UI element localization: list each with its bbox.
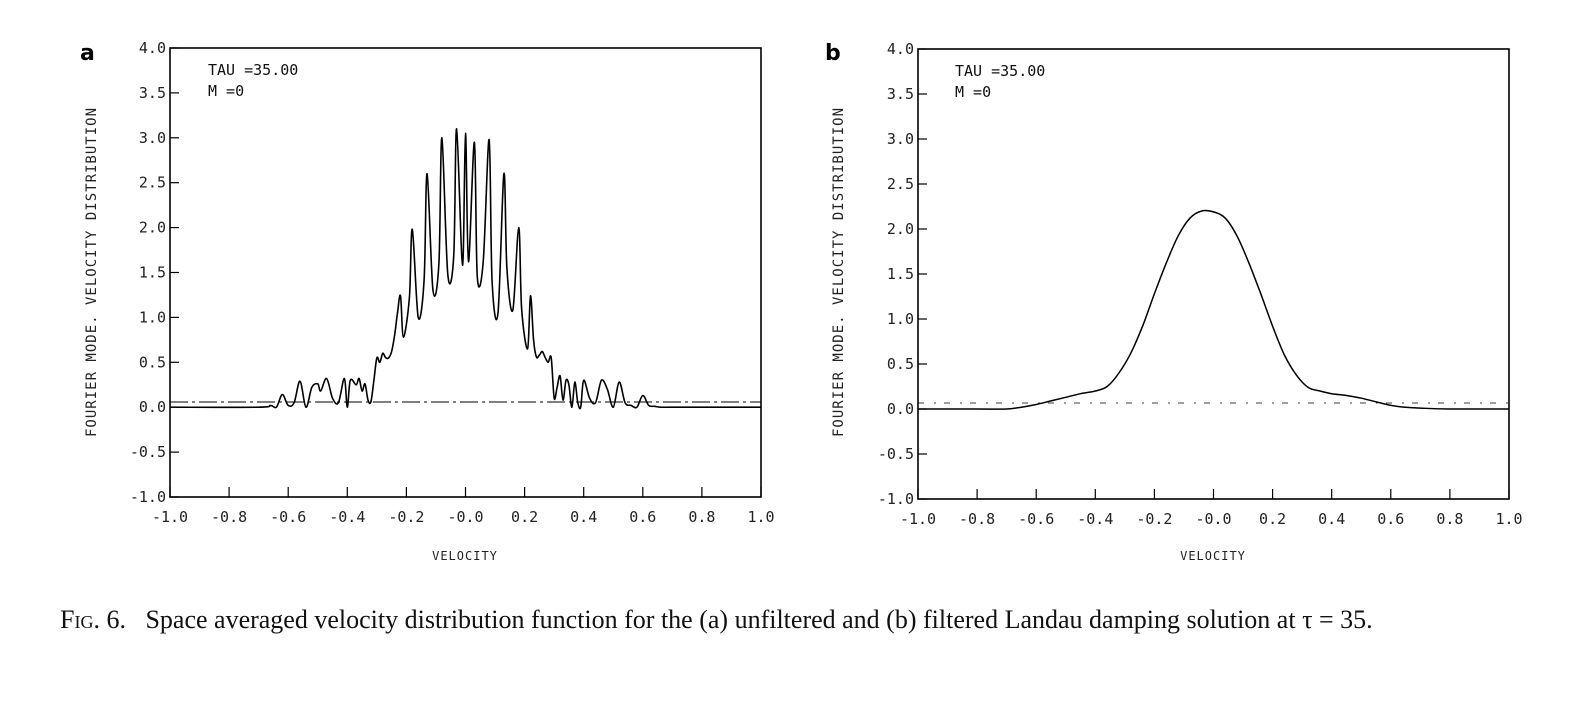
x-tick-label: -0.0 [447,508,483,526]
x-tick-label: -0.6 [270,508,306,526]
x-tick-label: 0.2 [511,508,538,526]
x-ticks-a: -1.0 -0.8 -0.6 -0.4 -0.2 -0.0 0.2 0.4 0.6 0.8 1.0 [152,487,775,526]
panel-letter-a: a [80,41,95,66]
panel-letter-b: b [825,41,841,66]
x-tick-label: 0.4 [1318,510,1345,528]
y-tick-label: 0.0 [139,398,166,416]
y-tick-label: 3.5 [887,85,914,103]
y-tick-label: -1.0 [878,490,914,508]
y-tick-label: 3.5 [139,84,166,102]
figure-caption: Fig. 6. Space averaged velocity distribu… [60,602,1540,638]
x-tick-label: -0.4 [329,508,365,526]
y-ticks-a: 4.0 3.5 3.0 2.5 2.0 1.5 1.0 0.5 0.0 -0.5 -1.0 [130,39,179,506]
plot-frame-a [169,47,762,498]
x-tick-label: 0.2 [1259,510,1286,528]
y-tick-label: 1.0 [887,310,914,328]
tau-annotation-a: TAU =35.00 [208,61,298,79]
x-tick-label: 0.8 [688,508,715,526]
y-tick-label: -0.5 [130,443,166,461]
y-axis-label-a: FOURIER MODE. VELOCITY DISTRIBUTION [84,107,100,437]
y-tick-label: -1.0 [130,488,166,506]
x-tick-label: -0.4 [1077,510,1113,528]
x-tick-label: -0.6 [1018,510,1054,528]
y-tick-label: 2.0 [139,219,166,237]
x-tick-label: -0.0 [1195,510,1231,528]
x-tick-label: -0.2 [388,508,424,526]
x-tick-label: 0.6 [629,508,656,526]
series-line-a [169,127,761,410]
y-tick-label: 0.0 [887,400,914,418]
y-tick-label: 3.0 [887,130,914,148]
y-tick-label: 0.5 [887,355,914,373]
x-tick-label: 0.4 [570,508,597,526]
x-tick-label: 0.6 [1377,510,1404,528]
x-tick-label: 1.0 [747,508,774,526]
m-annotation-a: M =0 [208,82,244,100]
x-tick-label: 1.0 [1495,510,1522,528]
tau-annotation-b: TAU =35.00 [955,62,1045,80]
y-tick-label: 1.0 [139,308,166,326]
y-tick-label: 2.0 [887,220,914,238]
y-tick-label: 4.0 [139,39,166,57]
y-axis-label-b: FOURIER MODE. VELOCITY DISTRIBUTION [831,107,847,437]
y-tick-label: 4.0 [887,40,914,58]
x-tick-label: -0.8 [959,510,995,528]
x-tick-label: -0.8 [211,508,247,526]
figure-number: Fig. 6. [60,605,126,634]
x-ticks-b: -1.0 -0.8 -0.6 -0.4 -0.2 -0.0 0.2 0.4 0.6 0.8 1.0 [900,489,1523,528]
plot-frame-b [917,48,1510,500]
x-axis-label-a: VELOCITY [432,549,498,563]
x-tick-label: -0.2 [1136,510,1172,528]
y-tick-label: 2.5 [139,174,166,192]
panel-a: a TAU =35.00 M =0 4.0 3.5 3.0 2.5 2.0 1.5 1.0 0… [80,39,775,563]
x-tick-label: -1.0 [900,510,936,528]
m-annotation-b: M =0 [955,83,991,101]
y-tick-label: 2.5 [887,175,914,193]
y-tick-label: 3.0 [139,129,166,147]
y-tick-label: 1.5 [887,265,914,283]
y-tick-label: 1.5 [139,264,166,282]
y-tick-label: 0.5 [139,353,166,371]
y-ticks-b: 4.0 3.5 3.0 2.5 2.0 1.5 1.0 0.5 0.0 -0.5 -1.0 [878,40,927,508]
x-axis-label-b: VELOCITY [1180,549,1246,563]
x-tick-label: -1.0 [152,508,188,526]
y-tick-label: -0.5 [878,445,914,463]
series-line-b [918,209,1510,410]
x-tick-label: 0.8 [1436,510,1463,528]
figure-canvas: a TAU =35.00 M =0 4.0 3.5 3.0 2.5 2.0 1.5 1.0 0… [80,39,1523,563]
panel-b: b TAU =35.00 M =0 4.0 3.5 3.0 2.5 2.0 1.5 1.0 0… [825,40,1523,563]
caption-text: Space averaged velocity distribution fun… [145,605,1373,634]
